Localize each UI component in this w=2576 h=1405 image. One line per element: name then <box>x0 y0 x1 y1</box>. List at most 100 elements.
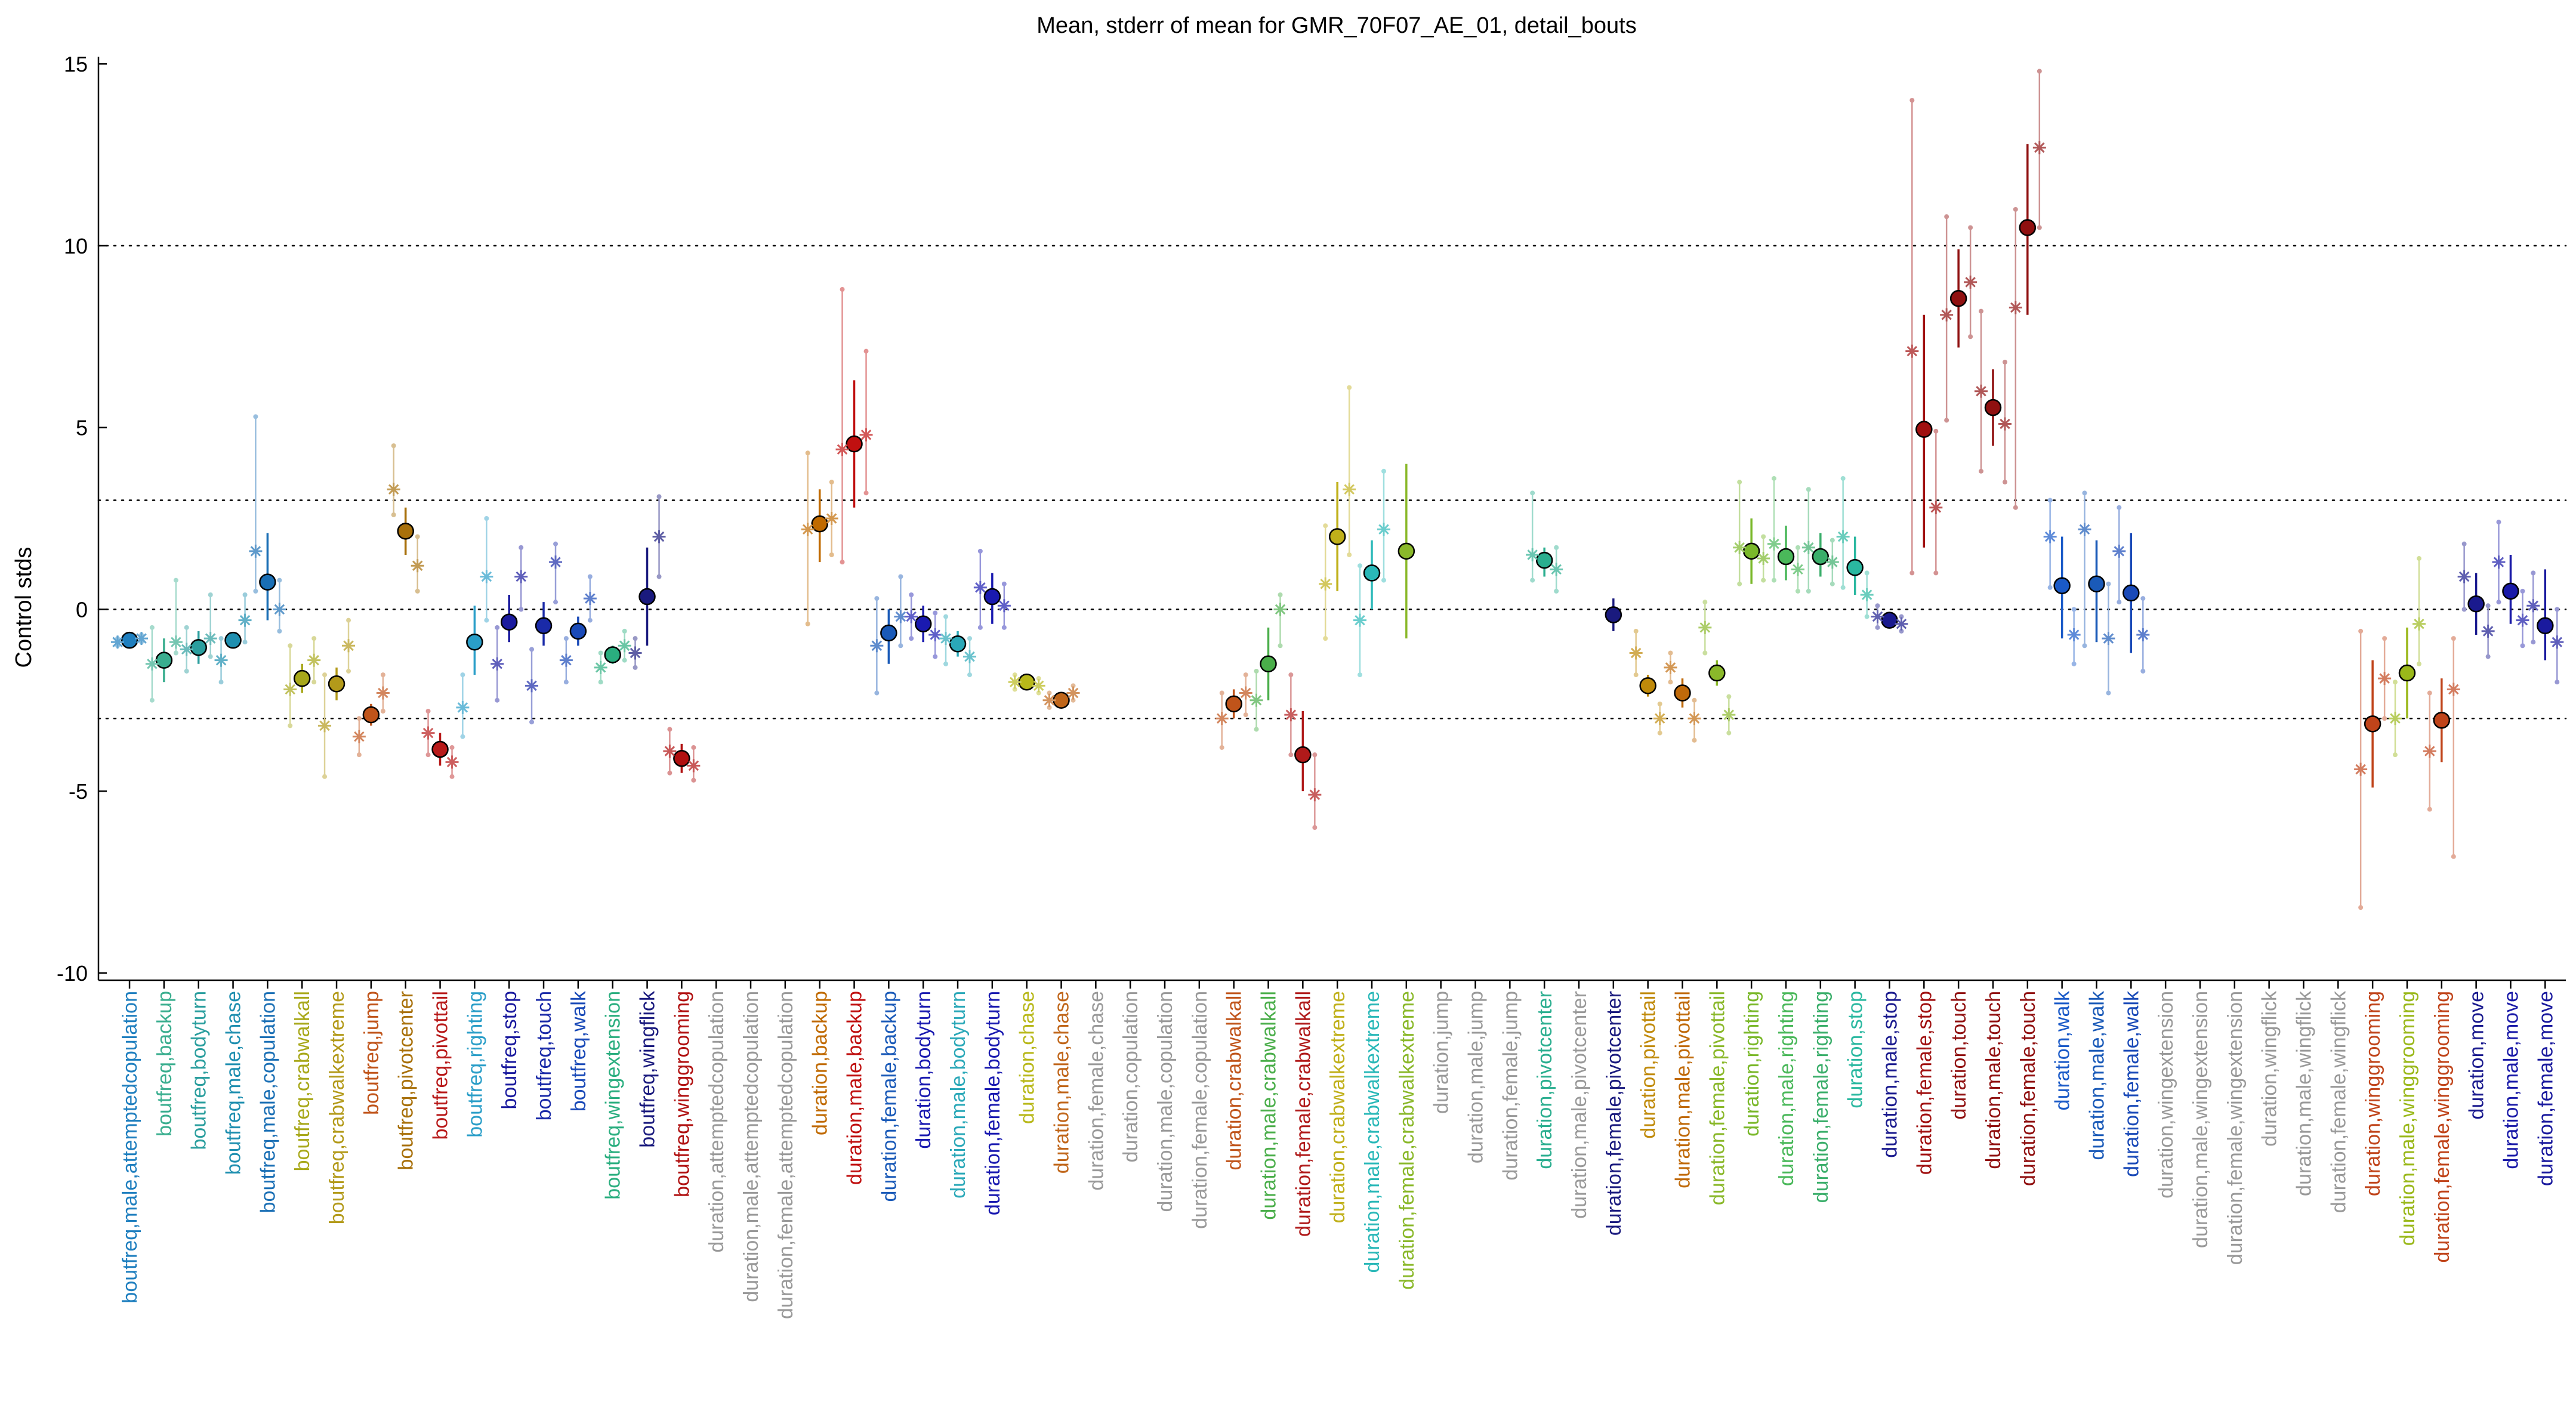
mean-point <box>1708 664 1726 682</box>
mean-point <box>914 615 932 632</box>
error-bar-end <box>391 512 396 517</box>
error-bar-end <box>1047 690 1052 696</box>
x-tick-label: boutfreq,bodyturn <box>188 991 211 1150</box>
asterisk-stroke <box>526 680 537 691</box>
x-tick-label: duration,male,righting <box>1775 991 1798 1186</box>
error-bar-end <box>1830 538 1835 543</box>
error-bar-end <box>1530 490 1535 496</box>
asterisk-point <box>1284 708 1298 722</box>
error-bar-end <box>277 628 282 634</box>
error-bar-end <box>1692 697 1697 703</box>
error-bar-end <box>1726 694 1732 699</box>
x-tick-label: duration,female,attemptedcopulation <box>775 991 797 1319</box>
x-tick-label: boutfreq,stop <box>498 991 521 1109</box>
asterisk-point <box>1929 501 1943 514</box>
asterisk-point <box>1353 613 1367 627</box>
asterisk-stroke <box>2424 746 2435 756</box>
x-tick-label: duration,female,wingextension <box>2224 991 2247 1265</box>
asterisk-stroke <box>1803 542 1814 553</box>
x-tick-label: duration,male,bodyturn <box>947 991 970 1199</box>
x-tick-label: boutfreq,pivotcenter <box>395 991 418 1171</box>
asterisk-stroke <box>1689 713 1700 724</box>
asterisk-stroke <box>215 654 227 666</box>
asterisk-stroke <box>274 604 285 615</box>
error-bar-end <box>587 574 593 579</box>
mean-point <box>1949 290 1967 307</box>
x-tick-label: duration,wingextension <box>2155 991 2177 1199</box>
error-bar-end <box>2002 480 2007 485</box>
mean-point <box>811 515 828 533</box>
asterisk-point <box>352 730 366 743</box>
asterisk-point <box>2516 613 2529 627</box>
x-tick-label: duration,female,backup <box>878 991 900 1202</box>
error-bar-end <box>2392 680 2398 685</box>
asterisk-point <box>2526 599 2540 613</box>
x-tick-label: duration,male,move <box>2500 991 2522 1169</box>
error-bar-end <box>1840 585 1846 590</box>
error-bar-end <box>1219 690 1224 696</box>
asterisk-point <box>2550 635 2564 649</box>
x-tick-label: duration,pivotcenter <box>1534 991 1556 1169</box>
error-bar-end <box>1554 545 1559 550</box>
mean-point <box>1777 548 1795 566</box>
x-tick-label: boutfreq,winggrooming <box>671 991 693 1197</box>
error-bar-end <box>943 661 949 666</box>
error-bar-end <box>1737 480 1742 485</box>
error-bar-end <box>2416 661 2421 666</box>
error-bar-end <box>587 617 593 623</box>
mean-point <box>1294 746 1312 764</box>
error-bar-end <box>874 690 880 696</box>
mean-point <box>121 631 138 649</box>
error-bar-end <box>1036 690 1041 696</box>
asterisk-point <box>2492 555 2506 569</box>
error-bar-end <box>2520 643 2525 649</box>
error-bar-end <box>1875 603 1880 609</box>
mean-point <box>846 435 863 453</box>
x-tick-label: duration,backup <box>809 991 832 1135</box>
x-tick-label: duration,stop <box>1844 991 1867 1108</box>
mean-point <box>1881 612 1898 629</box>
error-bar-end <box>1243 672 1248 678</box>
asterisk-stroke <box>1240 687 1251 699</box>
asterisk-point <box>249 544 263 558</box>
error-bar-end <box>2382 636 2387 641</box>
asterisk-stroke <box>1837 531 1849 542</box>
error-bar-end <box>346 668 351 674</box>
asterisk-point <box>525 679 539 693</box>
asterisk-point <box>1032 679 1045 693</box>
mean-point <box>500 613 518 631</box>
asterisk-point <box>342 639 356 653</box>
asterisk-point <box>928 628 942 642</box>
error-bar-end <box>415 534 420 539</box>
error-bar-end <box>1702 600 1708 605</box>
asterisk-stroke <box>412 560 423 571</box>
error-bar-end <box>495 697 500 703</box>
error-bar-end <box>977 625 983 630</box>
asterisk-point <box>203 632 217 646</box>
x-tick-label: duration,male,crabwalkall <box>1258 991 1281 1220</box>
asterisk-stroke <box>2010 302 2021 313</box>
mean-point <box>1846 559 1864 576</box>
x-tick-label: duration,female,bodyturn <box>982 991 1004 1215</box>
x-tick-label: boutfreq,male,chase <box>223 991 245 1175</box>
asterisk-point <box>283 683 297 696</box>
asterisk-point <box>2032 141 2046 155</box>
asterisk-stroke <box>481 571 492 582</box>
y-tick-label: 0 <box>76 597 88 622</box>
error-bar-end <box>1288 672 1294 678</box>
error-bar-end <box>2461 607 2467 612</box>
error-bar-end <box>1381 468 1387 474</box>
x-tick-label: duration,male,walk <box>2086 990 2108 1160</box>
y-axis-ticks: -10 -5 0 5 10 15 <box>57 52 107 986</box>
asterisk-stroke <box>1930 502 1942 513</box>
asterisk-stroke <box>136 633 147 644</box>
error-bar-end <box>1312 752 1318 758</box>
error-bar-end <box>1933 428 1939 434</box>
mean-point <box>1674 684 1691 702</box>
error-bar-end <box>1702 650 1708 656</box>
error-bar-end <box>425 709 431 714</box>
mean-point <box>1605 606 1622 623</box>
asterisk-stroke <box>1285 709 1297 720</box>
error-bar-end <box>1070 683 1076 688</box>
error-bar-end <box>1347 552 1352 557</box>
